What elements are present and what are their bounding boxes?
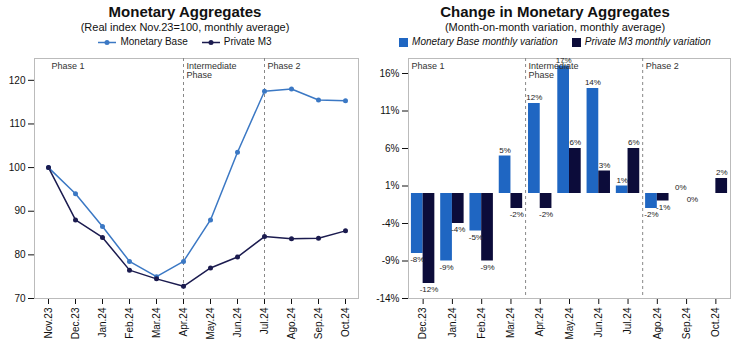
svg-text:6%: 6% xyxy=(385,143,400,154)
svg-text:Dec.23: Dec.23 xyxy=(70,307,81,339)
svg-text:Phase 1: Phase 1 xyxy=(52,61,85,71)
svg-text:Jan.24: Jan.24 xyxy=(97,307,108,337)
svg-text:2%: 2% xyxy=(716,168,728,177)
svg-text:Jun.24: Jun.24 xyxy=(593,307,604,337)
svg-text:-2%: -2% xyxy=(510,210,524,219)
svg-text:0%: 0% xyxy=(675,183,687,192)
svg-text:Phase 2: Phase 2 xyxy=(646,61,679,71)
svg-text:16%: 16% xyxy=(379,68,399,79)
svg-text:-12%: -12% xyxy=(420,285,439,294)
svg-text:Feb.24: Feb.24 xyxy=(476,307,487,339)
svg-text:12%: 12% xyxy=(526,93,542,102)
svg-text:100: 100 xyxy=(9,162,26,173)
svg-text:Phase 1: Phase 1 xyxy=(412,61,445,71)
svg-text:-9%: -9% xyxy=(382,255,400,266)
svg-text:-14%: -14% xyxy=(376,293,399,304)
svg-text:May.24: May.24 xyxy=(564,307,575,339)
svg-text:-4%: -4% xyxy=(451,225,465,234)
svg-text:Jul.24: Jul.24 xyxy=(259,307,270,334)
svg-text:14%: 14% xyxy=(585,78,601,87)
svg-text:11%: 11% xyxy=(380,105,399,116)
svg-text:Ago.24: Ago.24 xyxy=(286,307,297,339)
svg-text:-4%: -4% xyxy=(382,218,400,229)
svg-text:IntermediatePhase: IntermediatePhase xyxy=(187,61,237,80)
svg-text:Ago.24: Ago.24 xyxy=(652,307,663,339)
svg-text:5%: 5% xyxy=(499,146,511,155)
svg-text:120: 120 xyxy=(9,75,26,86)
svg-text:Sep.24: Sep.24 xyxy=(313,307,324,339)
svg-text:-2%: -2% xyxy=(539,210,553,219)
svg-text:6%: 6% xyxy=(628,138,640,147)
svg-text:Mar.24: Mar.24 xyxy=(505,307,516,338)
svg-text:Oct.24: Oct.24 xyxy=(710,307,721,337)
svg-text:1%: 1% xyxy=(385,180,400,191)
svg-text:Jul.24: Jul.24 xyxy=(622,307,633,334)
svg-text:Dec.23: Dec.23 xyxy=(417,307,428,339)
svg-text:Phase 2: Phase 2 xyxy=(268,61,301,71)
svg-text:110: 110 xyxy=(10,118,26,129)
svg-text:Apr.24: Apr.24 xyxy=(178,307,189,336)
svg-text:-9%: -9% xyxy=(480,263,494,272)
svg-text:-5%: -5% xyxy=(469,233,483,242)
svg-text:17%: 17% xyxy=(556,56,572,65)
svg-text:Mar.24: Mar.24 xyxy=(151,307,162,338)
svg-text:3%: 3% xyxy=(599,161,611,170)
svg-text:Jan.24: Jan.24 xyxy=(447,307,458,337)
svg-text:0%: 0% xyxy=(687,195,699,204)
svg-text:Apr.24: Apr.24 xyxy=(534,307,545,336)
svg-text:Nov.23: Nov.23 xyxy=(43,307,54,338)
svg-text:-8%: -8% xyxy=(410,255,424,264)
svg-text:-9%: -9% xyxy=(439,263,453,272)
svg-text:Feb.24: Feb.24 xyxy=(124,307,135,339)
svg-text:Jun.24: Jun.24 xyxy=(232,307,243,337)
svg-text:Oct.24: Oct.24 xyxy=(340,307,351,337)
svg-text:80: 80 xyxy=(14,249,26,260)
svg-text:1%: 1% xyxy=(616,176,628,185)
svg-text:-1%: -1% xyxy=(656,203,670,212)
svg-text:May.24: May.24 xyxy=(205,307,216,339)
svg-text:Sep.24: Sep.24 xyxy=(681,307,692,339)
svg-text:6%: 6% xyxy=(570,138,582,147)
svg-text:70: 70 xyxy=(14,293,26,304)
svg-text:90: 90 xyxy=(14,205,26,216)
